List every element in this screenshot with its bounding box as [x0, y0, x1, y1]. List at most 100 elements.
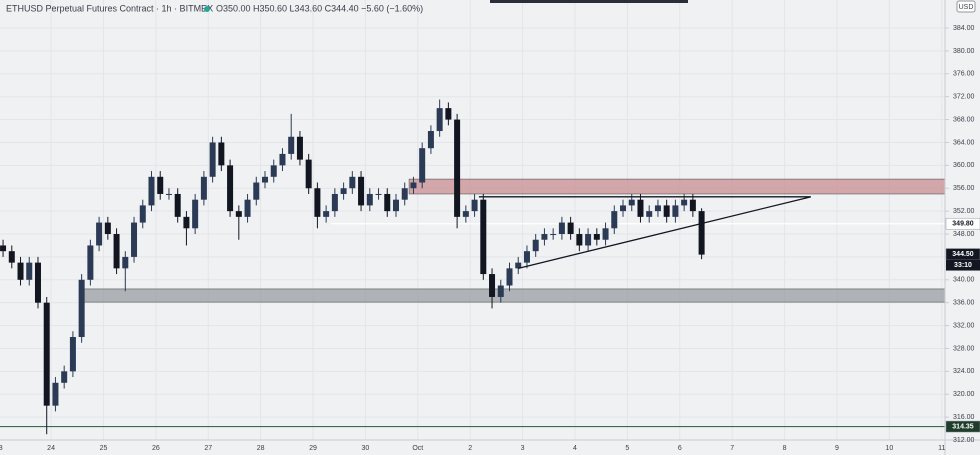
- candle-body: [113, 234, 120, 269]
- y-tick-label: 376.00: [953, 71, 975, 78]
- countdown: 33:10: [954, 262, 972, 269]
- candle-body: [244, 199, 251, 217]
- price-label: 344.50: [952, 251, 974, 258]
- candle-body: [200, 176, 207, 200]
- candle-body: [122, 256, 129, 269]
- candle-body: [69, 337, 76, 372]
- x-tick-label: 23: [0, 445, 3, 452]
- y-tick-label: 368.00: [953, 116, 975, 123]
- candle-body: [506, 268, 513, 286]
- candle-body: [384, 193, 391, 212]
- candle-body: [218, 142, 225, 166]
- candle-body: [174, 193, 181, 217]
- x-tick-label: 2: [468, 445, 472, 452]
- price-label: 349.80: [952, 221, 974, 228]
- candle-body: [0, 245, 7, 252]
- y-tick-label: 320.00: [953, 391, 975, 398]
- status-dot: [204, 6, 210, 12]
- candle-body: [8, 251, 15, 263]
- candle-body: [183, 216, 190, 229]
- y-tick-label: 352.00: [953, 208, 975, 215]
- candle-body: [576, 234, 583, 246]
- candle-body: [515, 262, 522, 269]
- y-tick-label: 384.00: [953, 25, 975, 32]
- candle-body: [331, 193, 338, 212]
- y-tick-label: 328.00: [953, 345, 975, 352]
- x-tick-label: 30: [362, 445, 370, 452]
- candle-body: [558, 222, 565, 235]
- candle-body: [157, 176, 164, 194]
- x-tick-label: 6: [678, 445, 682, 452]
- candle-body: [567, 222, 574, 235]
- candle-body: [654, 205, 661, 212]
- candle-body: [87, 245, 94, 280]
- candle-body: [436, 108, 443, 132]
- candle-body: [253, 182, 260, 200]
- candle-body: [43, 302, 50, 406]
- x-tick-label: 4: [573, 445, 577, 452]
- candle-body: [646, 211, 653, 217]
- candle-body: [637, 199, 644, 217]
- x-tick-label: 7: [730, 445, 734, 452]
- price-label-box: [945, 217, 980, 230]
- candle-body: [672, 205, 679, 217]
- plot-layer: [0, 99, 945, 435]
- y-tick-label: 316.00: [953, 414, 975, 421]
- x-tick-label: 27: [204, 445, 212, 452]
- currency-label: USD: [959, 4, 974, 11]
- x-tick-label: 9: [835, 445, 839, 452]
- candle-body: [52, 382, 59, 406]
- candle-body: [340, 188, 347, 194]
- candle-body: [349, 176, 356, 189]
- candle-body: [419, 148, 426, 183]
- y-tick-label: 372.00: [953, 94, 975, 101]
- candle-body: [288, 136, 295, 154]
- candle-body: [550, 234, 557, 236]
- candle-body: [401, 188, 408, 200]
- y-tick-label: 356.00: [953, 185, 975, 192]
- axis-layer: 312.00 316.00 320.00 324.00 328.00 332.00 336.…: [0, 25, 980, 452]
- trendline: [518, 196, 811, 269]
- chart-title: ETHUSD Perpetual Futures Contract · 1h ·…: [6, 3, 213, 13]
- candle-body: [192, 199, 199, 229]
- candle-body: [410, 182, 417, 189]
- countdown-box: [946, 259, 980, 271]
- x-tick-label: 8: [783, 445, 787, 452]
- y-tick-label: 364.00: [953, 139, 975, 146]
- candle-body: [698, 211, 705, 255]
- candle-body: [454, 119, 461, 217]
- candle-body: [541, 234, 548, 240]
- candle-body: [462, 211, 469, 217]
- candle-body: [305, 159, 312, 189]
- candle-body: [620, 205, 627, 212]
- currency-box[interactable]: [956, 0, 976, 13]
- candle-body: [602, 228, 609, 240]
- candle-body: [358, 176, 365, 206]
- candle-body: [279, 153, 286, 166]
- candle-body: [593, 234, 600, 240]
- candle-body: [78, 279, 85, 338]
- candle-body: [489, 274, 496, 297]
- x-tick-label: 29: [309, 445, 317, 452]
- candle-body: [227, 165, 234, 212]
- candle-body: [689, 199, 696, 212]
- candle-body: [392, 199, 399, 212]
- x-tick-label: 26: [152, 445, 160, 452]
- toolbar[interactable]: [490, 0, 688, 3]
- candle-body: [262, 176, 269, 183]
- candle-body: [497, 285, 504, 297]
- x-tick-label: 28: [257, 445, 265, 452]
- candle-body: [611, 211, 618, 229]
- price-label-box: [945, 420, 980, 433]
- y-tick-label: 324.00: [953, 368, 975, 375]
- zone: [408, 178, 945, 195]
- candle-body: [34, 262, 41, 303]
- price-label: 314.35: [952, 423, 974, 430]
- x-tick-label: 24: [47, 445, 55, 452]
- candle-body: [323, 211, 330, 217]
- y-tick-label: 312.00: [953, 437, 975, 444]
- candle-body: [139, 205, 146, 223]
